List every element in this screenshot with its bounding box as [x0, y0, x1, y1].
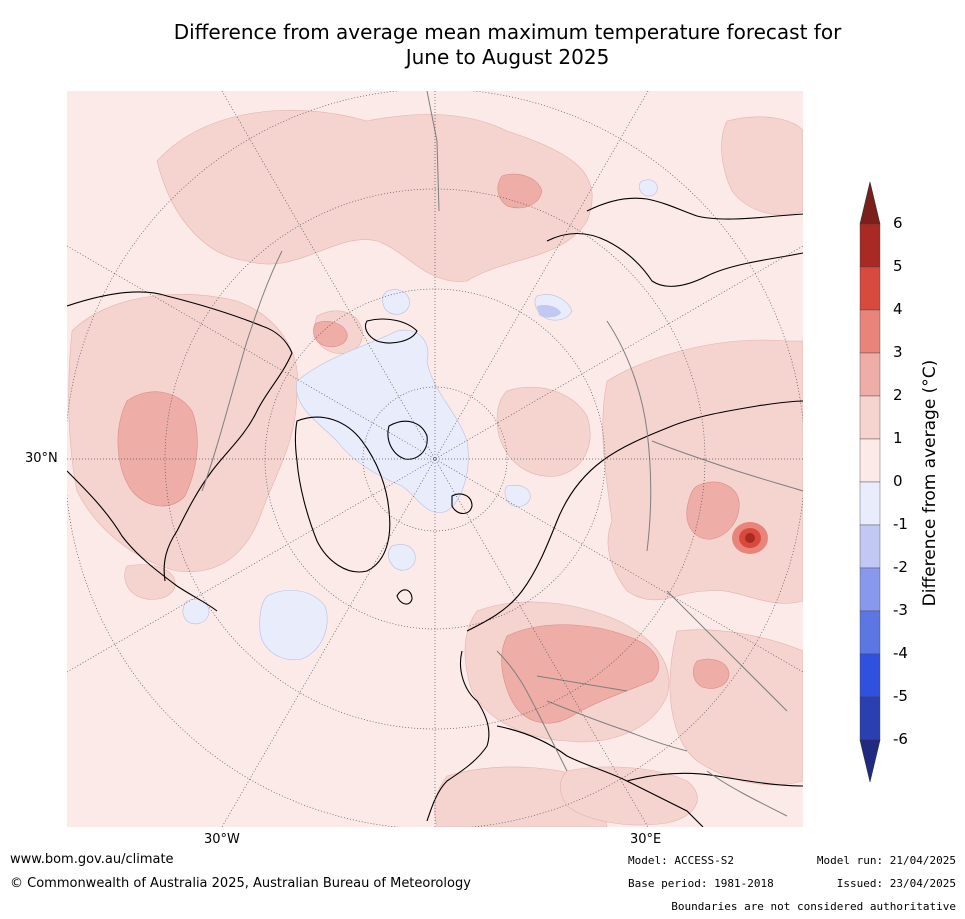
- colorbar-tick-label: -3: [893, 601, 908, 619]
- chart-title: Difference from average mean maximum tem…: [0, 20, 965, 70]
- colorbar-segment: [859, 696, 881, 741]
- colorbar: [859, 181, 881, 782]
- colorbar-segment: [859, 481, 881, 526]
- base-period: Base period: 1981-2018: [628, 877, 774, 890]
- model-run: Model run: 21/04/2025: [816, 854, 956, 867]
- colorbar-tick-label: -2: [893, 558, 908, 576]
- forecast-map: [67, 91, 803, 827]
- tick-30w: 30°W: [204, 832, 240, 847]
- coastlines: [67, 197, 803, 827]
- anomaly-2-3-regions: [117, 173, 740, 724]
- colorbar-tick-label: 4: [893, 300, 903, 318]
- colorbar-tick-label: 5: [893, 257, 903, 275]
- colorbar-segment: [859, 438, 881, 483]
- country-boundaries: [201, 91, 803, 817]
- title-line-2: June to August 2025: [405, 45, 610, 69]
- model-name: Model: ACCESS-S2: [628, 854, 734, 867]
- anomaly-minus-1-2-region: [537, 304, 561, 318]
- colorbar-tick-label: -6: [893, 730, 908, 748]
- colorbar-tick-label: 0: [893, 472, 903, 490]
- colorbar-segment: [859, 223, 881, 268]
- copyright-text: © Commonwealth of Australia 2025, Austra…: [10, 876, 471, 891]
- website-link[interactable]: www.bom.gov.au/climate: [10, 852, 174, 867]
- anomaly-0-minus-1-regions: [182, 179, 658, 661]
- colorbar-under-arrow: [859, 739, 881, 782]
- colorbar-segment: [859, 395, 881, 440]
- title-line-1: Difference from average mean maximum tem…: [173, 20, 842, 44]
- colorbar-segment: [859, 524, 881, 569]
- tick-30n: 30°N: [25, 451, 58, 466]
- colorbar-tick-label: 3: [893, 343, 903, 361]
- colorbar-segment: [859, 309, 881, 354]
- colorbar-segment: [859, 266, 881, 311]
- anomaly-hotspot: [732, 522, 768, 554]
- colorbar-tick-label: -4: [893, 644, 908, 662]
- colorbar-tick-label: -1: [893, 515, 908, 533]
- tick-30e: 30°E: [630, 832, 662, 847]
- boundaries-disclaimer: Boundaries are not considered authoritat…: [671, 900, 956, 913]
- colorbar-title: Difference from average (°C): [920, 359, 940, 607]
- graticule: [67, 91, 803, 827]
- colorbar-tick-label: -5: [893, 687, 908, 705]
- colorbar-segment: [859, 567, 881, 612]
- colorbar-segment: [859, 653, 881, 698]
- colorbar-segment: [859, 610, 881, 655]
- issued-date: Issued: 23/04/2025: [836, 877, 956, 890]
- colorbar-tick-label: 1: [893, 429, 903, 447]
- colorbar-tick-label: 6: [893, 214, 903, 232]
- colorbar-over-arrow: [859, 181, 881, 225]
- colorbar-tick-label: 2: [893, 386, 903, 404]
- colorbar-segment: [859, 352, 881, 397]
